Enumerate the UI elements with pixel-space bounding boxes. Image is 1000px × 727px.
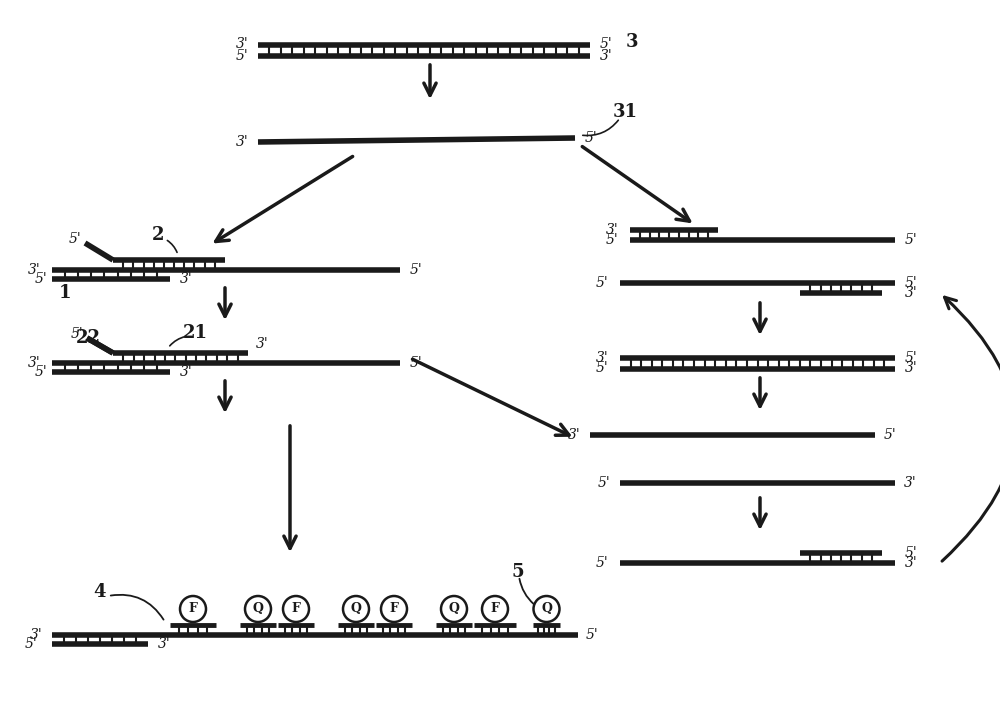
Text: 4: 4 bbox=[94, 583, 106, 601]
Text: 3': 3' bbox=[600, 49, 612, 63]
Text: 5': 5' bbox=[596, 276, 608, 290]
Text: 3': 3' bbox=[606, 223, 618, 237]
Text: 5': 5' bbox=[600, 38, 612, 52]
Text: Q: Q bbox=[449, 603, 459, 616]
Text: 3': 3' bbox=[905, 286, 917, 300]
Text: 5': 5' bbox=[905, 276, 917, 290]
Circle shape bbox=[343, 596, 369, 622]
Text: 5': 5' bbox=[24, 637, 37, 651]
Text: 3': 3' bbox=[158, 637, 170, 651]
Text: 3': 3' bbox=[236, 38, 248, 52]
Text: 5': 5' bbox=[585, 131, 597, 145]
Circle shape bbox=[441, 596, 467, 622]
Text: 3': 3' bbox=[236, 135, 248, 149]
Text: 5': 5' bbox=[236, 49, 248, 63]
Text: 3': 3' bbox=[28, 356, 40, 370]
Circle shape bbox=[482, 596, 508, 622]
Text: F: F bbox=[189, 603, 197, 616]
Text: 5: 5 bbox=[512, 563, 524, 581]
Text: 5': 5' bbox=[596, 361, 608, 376]
Text: 3': 3' bbox=[905, 361, 917, 376]
Text: 5': 5' bbox=[598, 476, 610, 490]
Text: 5': 5' bbox=[905, 233, 917, 247]
Text: 5': 5' bbox=[69, 232, 81, 246]
Text: 3': 3' bbox=[28, 263, 40, 277]
Text: Q: Q bbox=[541, 603, 552, 616]
Circle shape bbox=[381, 596, 407, 622]
Text: 21: 21 bbox=[182, 324, 208, 342]
Text: 1: 1 bbox=[59, 284, 71, 302]
Text: F: F bbox=[390, 603, 398, 616]
Text: Q: Q bbox=[253, 603, 263, 616]
Text: F: F bbox=[491, 603, 499, 616]
Text: 5': 5' bbox=[410, 356, 422, 370]
Text: 3': 3' bbox=[568, 428, 580, 442]
Text: 3: 3 bbox=[626, 33, 638, 51]
Text: Q: Q bbox=[351, 603, 361, 616]
Text: 3': 3' bbox=[905, 556, 917, 570]
Circle shape bbox=[534, 596, 560, 622]
Text: 3': 3' bbox=[904, 476, 916, 490]
Text: 3': 3' bbox=[180, 272, 192, 286]
Text: 3': 3' bbox=[256, 337, 268, 351]
Text: 5': 5' bbox=[884, 428, 896, 442]
Text: 5': 5' bbox=[586, 628, 598, 642]
Text: 3': 3' bbox=[30, 628, 42, 642]
Circle shape bbox=[283, 596, 309, 622]
Text: 5': 5' bbox=[606, 233, 618, 247]
Circle shape bbox=[180, 596, 206, 622]
Text: 22: 22 bbox=[76, 329, 100, 347]
Text: 5': 5' bbox=[905, 350, 917, 364]
Text: F: F bbox=[292, 603, 300, 616]
Text: 5': 5' bbox=[71, 327, 83, 341]
Text: 2: 2 bbox=[152, 226, 164, 244]
Text: 31: 31 bbox=[612, 103, 638, 121]
Text: 5': 5' bbox=[905, 546, 917, 560]
Text: 5': 5' bbox=[410, 263, 422, 277]
Text: 5': 5' bbox=[34, 272, 47, 286]
Text: 3': 3' bbox=[180, 365, 192, 379]
Circle shape bbox=[245, 596, 271, 622]
Text: 3': 3' bbox=[596, 350, 608, 364]
Text: 5': 5' bbox=[34, 365, 47, 379]
Text: 5': 5' bbox=[596, 556, 608, 570]
